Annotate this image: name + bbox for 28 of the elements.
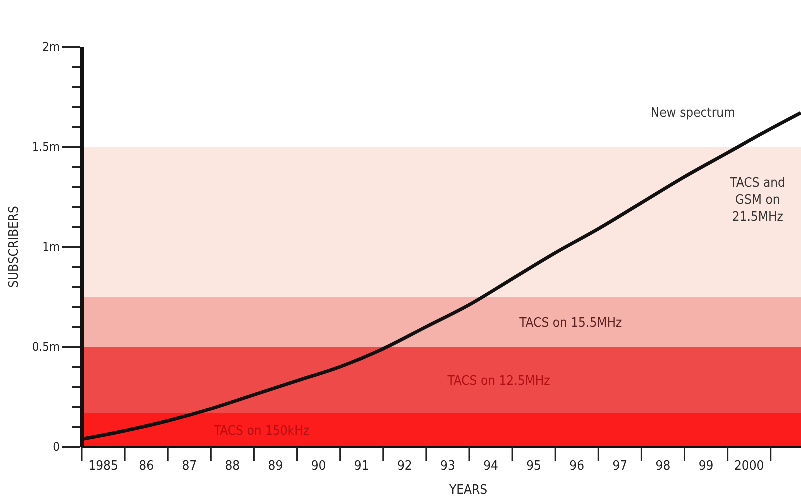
x-tick-label: 90 [311, 459, 326, 474]
x-tick-label: 99 [698, 459, 714, 474]
y-tick-label: 1m [42, 240, 60, 254]
x-tick-label: 97 [612, 459, 628, 474]
y-tick-label: 0 [53, 440, 60, 454]
x-tick-label: 93 [440, 459, 456, 474]
y-tick-label: 0.5m [32, 340, 60, 354]
x-tick-label: 89 [268, 459, 284, 474]
x-tick-label: 91 [354, 459, 370, 474]
x-tick-label: 94 [484, 459, 498, 474]
band-label: TACS on 150kHz [212, 424, 310, 439]
x-tick-label: 86 [139, 459, 154, 474]
y-axis-title: SUBSCRIBERS [7, 206, 22, 288]
x-tick-label: 88 [225, 459, 240, 474]
annotation: New spectrum [650, 106, 736, 121]
band-label: TACS and GSM on 21.5MHz [729, 176, 786, 225]
x-tick-label: 96 [570, 459, 585, 474]
band-label: TACS on 12.5MHz [446, 374, 550, 389]
x-tick-label: 87 [182, 459, 198, 474]
band-label: TACS on 15.5MHz [518, 316, 622, 331]
x-axis-title: YEARS [448, 483, 488, 498]
x-tick-label: 2000 [734, 459, 764, 474]
x-tick-label: 95 [526, 459, 542, 474]
x-tick-label: 98 [656, 459, 671, 474]
y-tick-label: 2m [42, 40, 60, 54]
x-tick-label: 92 [397, 459, 412, 474]
y-tick-label: 1.5m [32, 140, 60, 154]
x-tick-label: 1985 [88, 459, 118, 474]
